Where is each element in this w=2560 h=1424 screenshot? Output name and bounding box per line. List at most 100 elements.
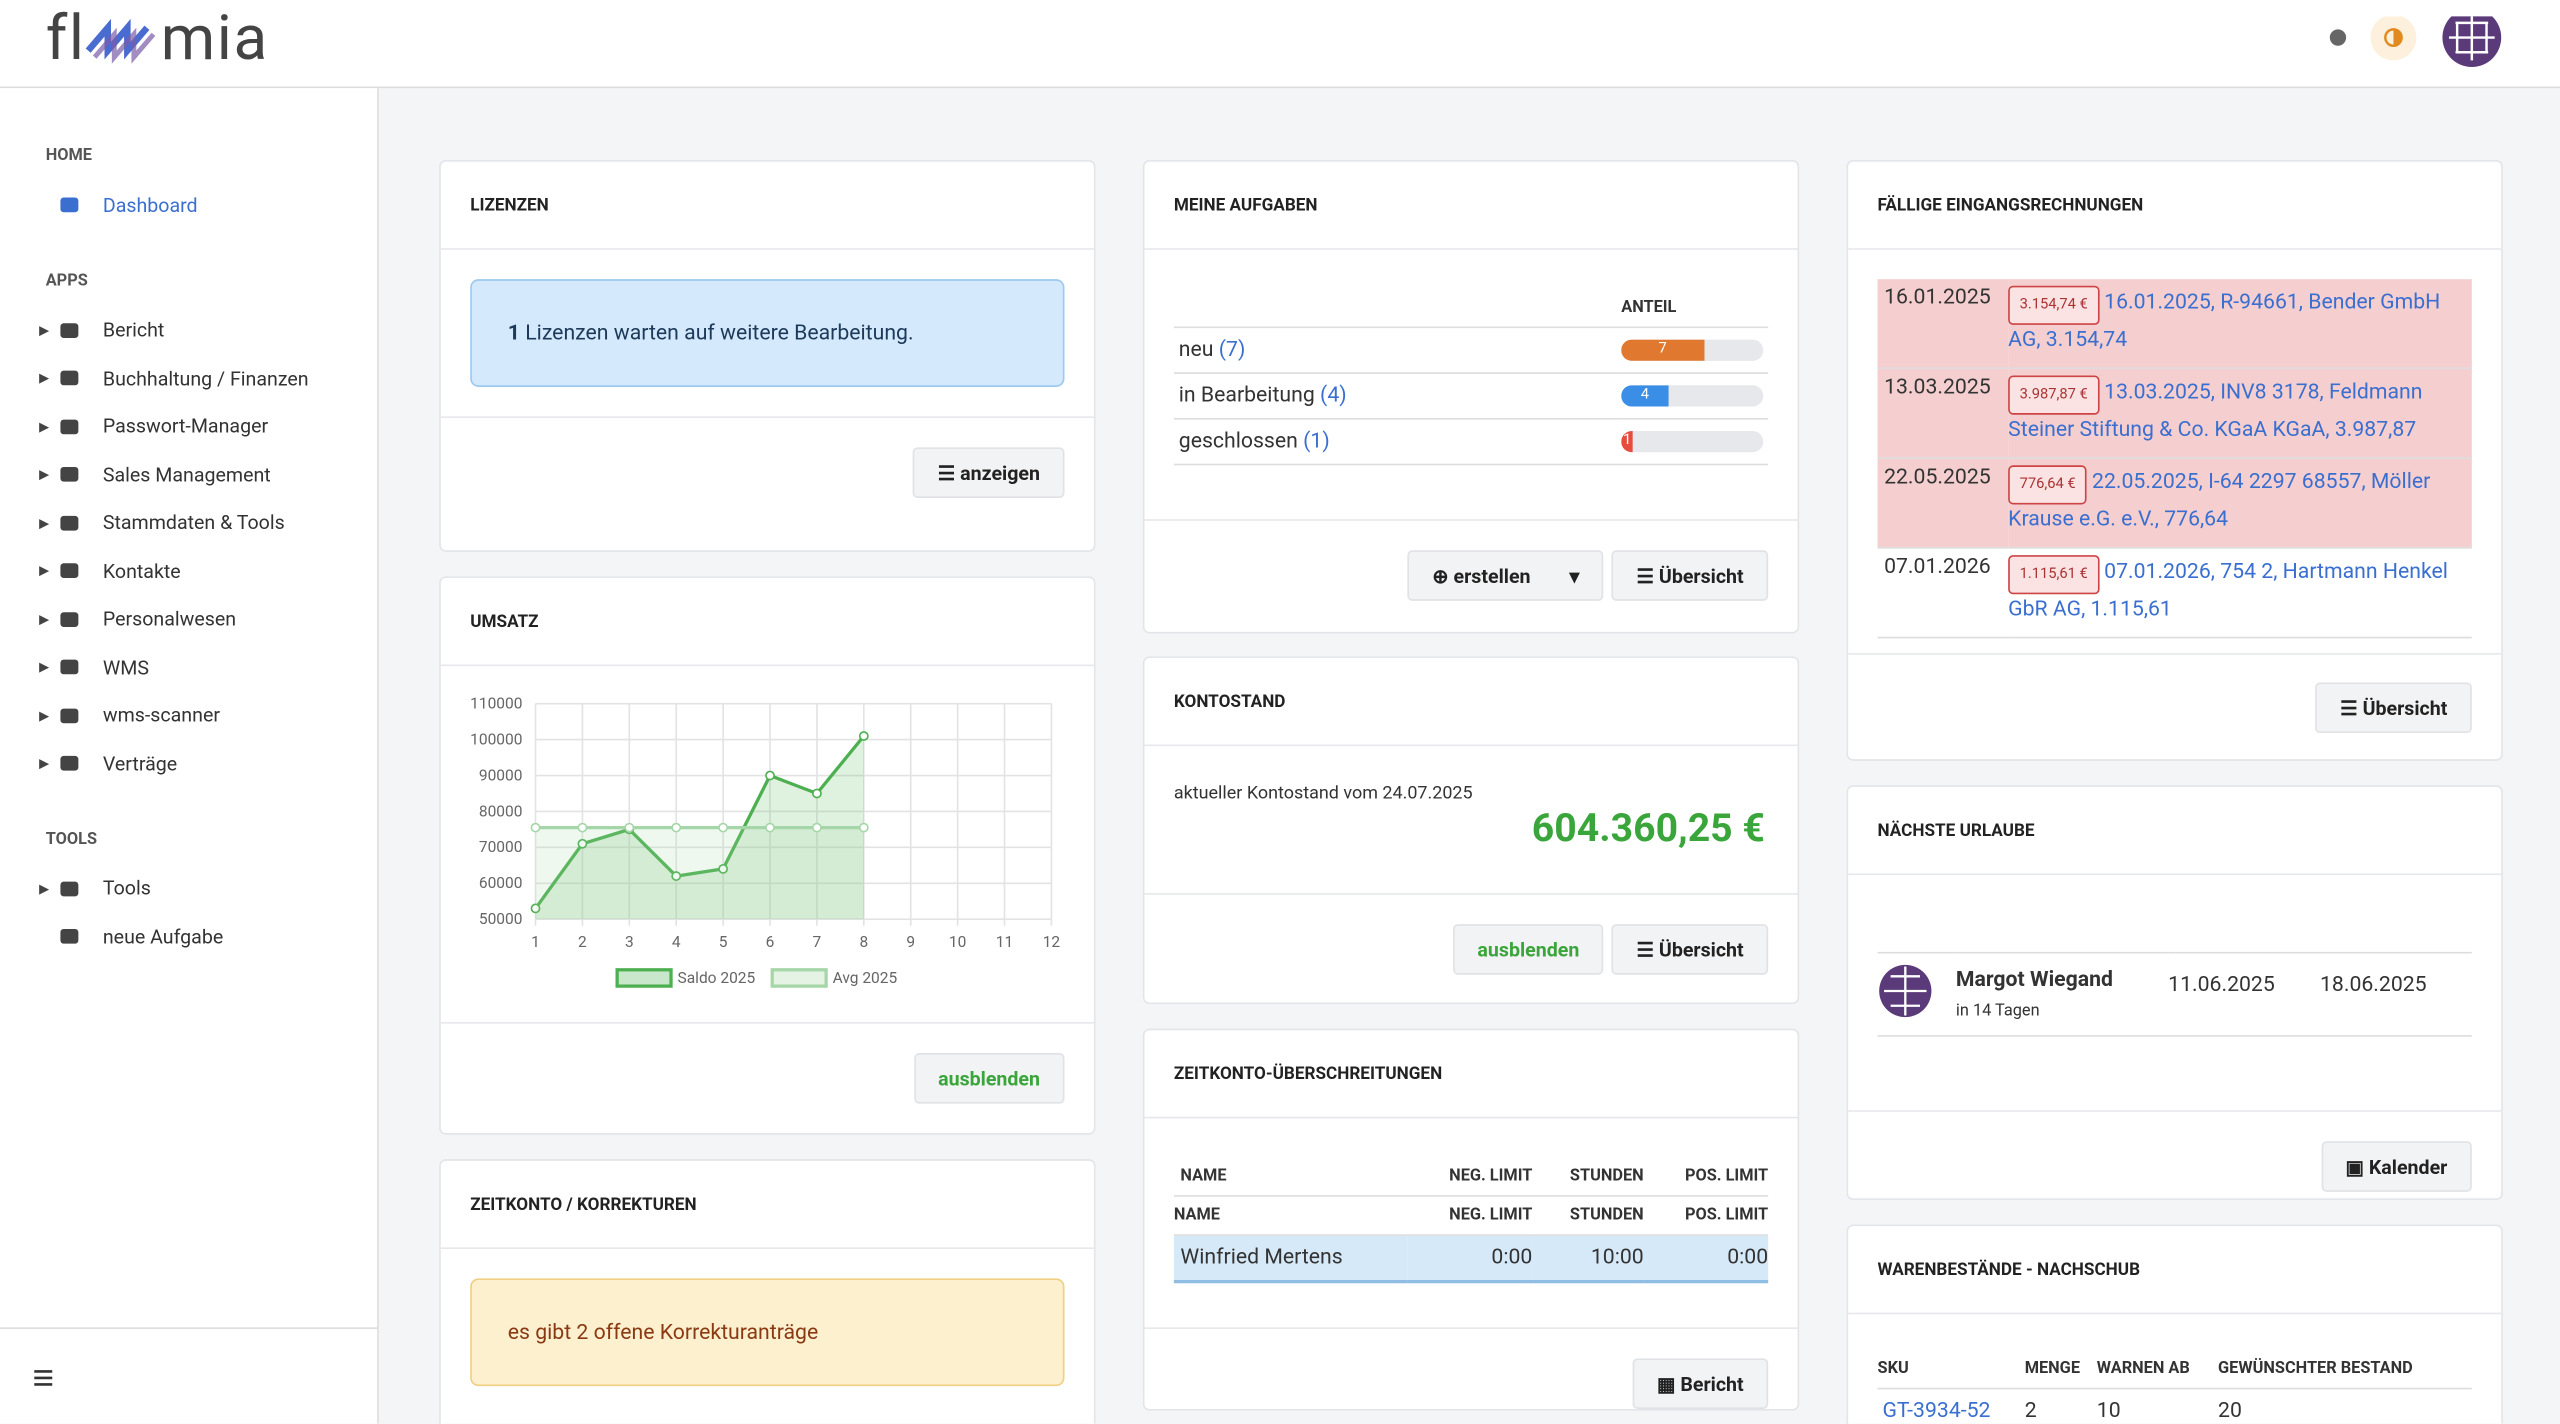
- button[interactable]: ▣ Kalender: [2320, 1141, 2472, 1192]
- invoice-detail: 3.987,87 €13.03.2025, INV8 3178, Feldman…: [2008, 368, 2472, 459]
- note: in 14 Tagen: [1955, 1002, 2040, 1021]
- card-title: LIZENZEN: [440, 162, 1094, 250]
- caret: ▶: [39, 563, 50, 579]
- card-title: UMSATZ: [440, 578, 1094, 667]
- table-row: Winfried Mertens 0:00 10:00 0:00: [1173, 1235, 1769, 1284]
- header-row: SKU MENGE WARNEN AB GEWÜNSCHTER BESTAND: [1877, 1350, 2472, 1390]
- nav-item[interactable]: ▶ Kontakte: [0, 547, 377, 595]
- card-title: NÄCHSTE URLAUBE: [1848, 787, 2502, 876]
- x-tick-label: 8: [859, 933, 868, 951]
- task-row: in Bearbeitung 44: [1173, 373, 1769, 420]
- card-title: ZEITKONTO-ÜBERSCHREITUNGEN: [1144, 1030, 1798, 1119]
- data-point: [671, 871, 682, 881]
- nav-item[interactable]: ▶ Passwort-Manager: [0, 402, 377, 450]
- button[interactable]: ☰ Übersicht: [1611, 924, 1769, 975]
- language-icon[interactable]: [2329, 29, 2347, 46]
- progress-bar: 7: [1621, 339, 1705, 361]
- button[interactable]: ⊕ erstellen ▾: [1407, 550, 1604, 601]
- nav-item[interactable]: neue Aufgabe: [0, 913, 377, 961]
- invoice-link[interactable]: 07.01.2026, 754 2, Hartmann Henkel GbR A…: [2008, 559, 2448, 623]
- data-point: [718, 863, 729, 874]
- x-tick-label: 4: [672, 933, 681, 951]
- card-title: FÄLLIGE EINGANGSRECHNUNGEN: [1848, 162, 2502, 250]
- menu-toggle[interactable]: [29, 1357, 78, 1406]
- invoice-row: 07.01.2026 1.115,61 €07.01.2026, 754 2, H…: [1877, 547, 2472, 639]
- caret: ▶: [39, 708, 50, 723]
- legend-swatch: [615, 968, 673, 988]
- button[interactable]: ☰ anzeigen: [913, 447, 1065, 498]
- nav-icon: [60, 611, 79, 627]
- nav-item[interactable]: ▶ Sales Management: [0, 451, 377, 499]
- button[interactable]: ☰ Übersicht: [2315, 682, 2472, 734]
- card: KONTOSTAND aktueller Kontostand vom 24.0…: [1142, 656, 1800, 1005]
- caret: ▶: [39, 419, 50, 434]
- logo-mark: [86, 18, 157, 64]
- y-tick-label: 80000: [479, 802, 523, 820]
- nav-item[interactable]: ▶ Tools: [0, 864, 377, 912]
- nav-item[interactable]: ▶ Bericht: [0, 306, 377, 354]
- card: ZEITKONTO-ÜBERSCHREITUNGEN NAME NEG. LIMI…: [1142, 1028, 1800, 1411]
- name-cell: Margot Wiegand in 14 Tagen: [1955, 951, 2169, 1037]
- section-title: TOOLS: [45, 830, 98, 849]
- button[interactable]: ausblenden: [913, 1053, 1065, 1104]
- x-tick-label: 11: [996, 933, 1013, 951]
- column-header: NEG. LIMIT: [1407, 1195, 1533, 1236]
- column-header: POS. LIMIT: [1643, 1195, 1769, 1236]
- cell: Winfried Mertens: [1173, 1235, 1408, 1284]
- nav-item[interactable]: ▶ Verträge: [0, 740, 377, 788]
- date-from: 11.06.2025: [2168, 951, 2320, 1037]
- logo[interactable]: fl mia: [46, 3, 269, 75]
- nav-item[interactable]: ▶ wms-scanner: [0, 691, 377, 739]
- task-label: neu 7: [1173, 327, 1622, 374]
- nav-icon: [60, 322, 79, 338]
- invoice-detail: 1.115,61 €07.01.2026, 754 2, Hartmann He…: [2008, 547, 2472, 639]
- nav-item[interactable]: ▶ WMS: [0, 643, 377, 691]
- invoice-date: 16.01.2025: [1877, 279, 2009, 369]
- x-tick-label: 9: [906, 933, 915, 951]
- label: neu: [1178, 337, 1214, 363]
- y-tick-label: 90000: [479, 766, 523, 784]
- column-header: MENGE: [2024, 1350, 2097, 1390]
- invoice-link[interactable]: 16.01.2025, R-94661, Bender GmbH AG, 3.1…: [2008, 290, 2441, 353]
- data-point: [858, 822, 869, 833]
- legend-label: Saldo 2025: [678, 969, 756, 987]
- button-label: erstellen: [1453, 564, 1531, 587]
- invoice-link[interactable]: 22.05.2025, I-64 2297 68557, Möller Krau…: [2008, 470, 2431, 533]
- button-label: anzeigen: [960, 461, 1040, 485]
- count: 4: [1320, 384, 1347, 408]
- y-tick-label: 60000: [479, 874, 523, 892]
- cell: GT-3934-52: [1877, 1388, 2025, 1424]
- nav-label: Verträge: [102, 752, 178, 776]
- nav-item[interactable]: ▶ Buchhaltung / Finanzen: [0, 354, 377, 402]
- nav-item[interactable]: Dashboard: [0, 181, 377, 229]
- data-point: [530, 822, 541, 833]
- button[interactable]: ▦ Bericht: [1632, 1358, 1769, 1409]
- cell: 2: [2024, 1388, 2097, 1424]
- button[interactable]: ausblenden: [1452, 924, 1604, 975]
- data-point: [858, 731, 869, 741]
- avatar-cell: [1877, 951, 1956, 1037]
- nav-label: Buchhaltung / Finanzen: [102, 366, 309, 390]
- nav-icon: [60, 756, 79, 772]
- vacation-row: Margot Wiegand in 14 Tagen 11.06.2025 18.06…: [1877, 951, 2472, 1037]
- nav-item[interactable]: ▶ Stammdaten & Tools: [0, 499, 377, 547]
- button-label: ausblenden: [1477, 937, 1580, 961]
- invoice-date: 07.01.2026: [1877, 547, 2009, 639]
- amount-badge: 3.154,74 €: [2008, 285, 2100, 325]
- nav-item[interactable]: ▶ Personalwesen: [0, 595, 377, 643]
- balance-label: aktueller Kontostand vom 24.07.2025: [1173, 782, 1473, 804]
- button[interactable]: ☰ Übersicht: [1611, 550, 1769, 601]
- task-row: neu 77: [1173, 327, 1769, 374]
- nav-label: Sales Management: [102, 463, 271, 487]
- nav-label: Passwort-Manager: [102, 415, 269, 438]
- invoice-row: 22.05.2025 776,64 €22.05.2025, I-64 2297 …: [1877, 457, 2472, 549]
- data-point: [718, 822, 729, 833]
- data-point: [577, 838, 588, 849]
- nav-label: neue Aufgabe: [102, 925, 224, 949]
- task-label: in Bearbeitung 4: [1173, 373, 1622, 420]
- progress: 4: [1621, 385, 1764, 407]
- invoice-link[interactable]: 13.03.2025, INV8 3178, Feldmann Steiner …: [2008, 380, 2423, 443]
- header-icons: [2329, 16, 2502, 67]
- alert-text: Lizenzen warten auf weitere Bearbeitung.: [525, 320, 914, 346]
- section-title: APPS: [45, 271, 88, 290]
